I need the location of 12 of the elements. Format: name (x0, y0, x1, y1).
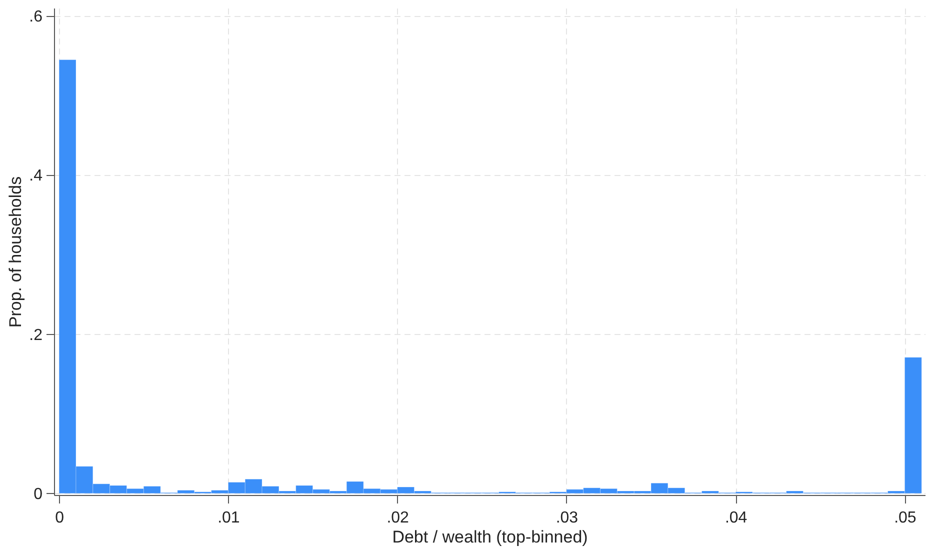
x-tick-label: 0 (55, 510, 64, 526)
y-axis-title: Prop. of households (6, 176, 26, 328)
y-tick-label: .4 (29, 168, 43, 185)
x-axis-title: Debt / wealth (top-binned) (392, 528, 588, 546)
x-tick-label: .01 (218, 510, 240, 526)
y-tick-label: .6 (29, 8, 43, 26)
x-tick-label: .05 (894, 510, 916, 526)
y-tick-label: 0 (34, 486, 43, 503)
x-tick-label: .02 (386, 510, 410, 526)
x-tick-label: .04 (724, 510, 748, 526)
y-tick-label: .2 (29, 326, 43, 344)
x-tick-label: .03 (556, 510, 578, 526)
